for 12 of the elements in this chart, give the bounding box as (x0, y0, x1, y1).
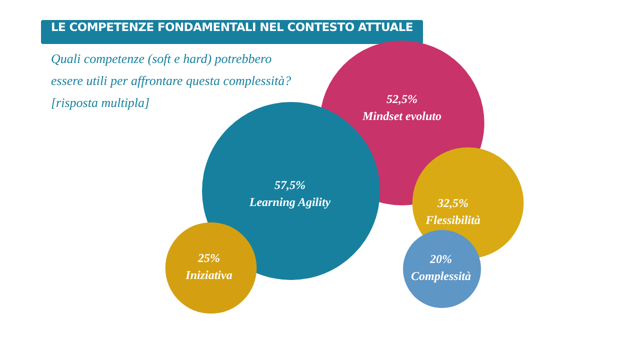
data-label: 32,5% (436, 196, 468, 210)
data-label: 57,5% (274, 178, 306, 192)
data-label: 52,5% (386, 92, 418, 106)
category-label: Learning Agility (248, 195, 332, 209)
text: LE COMPETENZE FONDAMENTALI NEL CONTESTO ATTUALE (41, 20, 423, 44)
category-label: Mindset evoluto (361, 109, 442, 123)
category-label: Complessità (410, 269, 472, 283)
category-label: Flessibilità (424, 213, 480, 227)
data-label: 20% (429, 252, 452, 266)
data-label: 25% (197, 251, 220, 265)
category-label: Iniziativa (184, 268, 232, 282)
text: Quali competenze (soft e hard) potrebbero essere utili per affrontare questa complessità? [risposta multipla] (51, 50, 292, 112)
